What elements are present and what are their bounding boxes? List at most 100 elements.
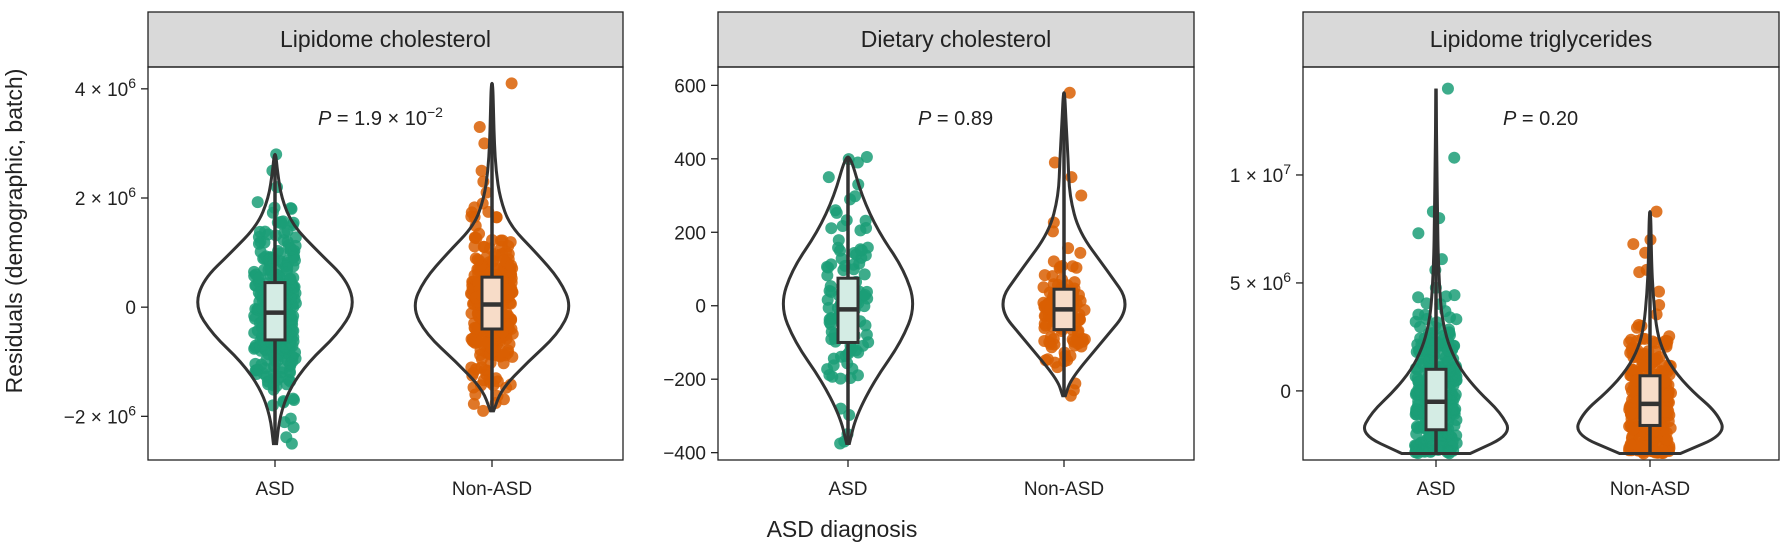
data-point xyxy=(1412,227,1425,240)
data-point xyxy=(1653,299,1666,312)
data-point xyxy=(1648,352,1661,365)
data-point xyxy=(832,241,845,254)
data-point xyxy=(474,344,487,357)
data-point xyxy=(1660,338,1673,351)
y-tick-label: −400 xyxy=(663,444,706,465)
data-point xyxy=(1659,405,1672,418)
data-point xyxy=(473,227,486,240)
data-point xyxy=(253,225,266,238)
p-value-annotation: P = 1.9 × 10−2 xyxy=(318,104,443,130)
data-point xyxy=(860,150,873,163)
data-point xyxy=(1048,356,1061,369)
data-point xyxy=(252,272,265,285)
y-tick-label: −200 xyxy=(663,370,706,391)
data-point xyxy=(505,77,518,90)
data-point xyxy=(287,421,300,434)
data-point xyxy=(1412,291,1425,304)
data-point xyxy=(287,393,300,406)
data-point xyxy=(858,268,871,281)
group-non-asd xyxy=(1001,86,1127,402)
p-value-annotation: P = 0.89 xyxy=(918,108,993,130)
data-point xyxy=(1658,375,1671,388)
y-tick-label: 2 × 106 xyxy=(75,184,136,210)
data-point xyxy=(470,363,483,376)
data-point xyxy=(1650,205,1663,218)
data-point xyxy=(826,370,839,383)
p-value-annotation: P = 0.20 xyxy=(1503,108,1578,130)
data-point xyxy=(1063,86,1076,99)
data-point xyxy=(1661,434,1674,447)
data-point xyxy=(859,319,872,332)
data-point xyxy=(497,348,510,361)
data-point xyxy=(505,259,518,272)
data-point xyxy=(1074,246,1087,259)
data-point xyxy=(1449,403,1462,416)
data-point xyxy=(502,240,515,253)
data-point xyxy=(851,156,864,169)
x-axis-title: ASD diagnosis xyxy=(767,516,918,542)
group-asd xyxy=(196,148,354,450)
data-point xyxy=(1627,238,1640,251)
data-point xyxy=(822,301,835,314)
data-point xyxy=(285,437,298,450)
data-point xyxy=(251,196,264,209)
data-point xyxy=(278,226,291,239)
x-tick-label: Non-ASD xyxy=(452,479,532,500)
panel-strip xyxy=(1302,11,1780,68)
data-point xyxy=(859,289,872,302)
y-axis-title: Residuals (demographic, batch) xyxy=(1,69,27,394)
x-tick-label: Non-ASD xyxy=(1610,479,1690,500)
data-point xyxy=(252,237,265,250)
data-point xyxy=(278,341,291,354)
panel-border xyxy=(717,66,1195,461)
x-tick-label: Non-ASD xyxy=(1024,479,1104,500)
data-point xyxy=(278,416,291,429)
data-point xyxy=(284,350,297,363)
data-point xyxy=(1661,390,1674,403)
data-point xyxy=(1625,407,1638,420)
y-tick-label: 200 xyxy=(674,223,706,244)
data-point xyxy=(1633,441,1646,454)
data-point xyxy=(249,357,262,370)
data-point xyxy=(1449,374,1462,387)
panel-strip xyxy=(147,11,624,68)
box xyxy=(1638,374,1662,427)
panel-strip xyxy=(717,11,1195,68)
data-point xyxy=(825,285,838,298)
data-point xyxy=(281,262,294,275)
data-point xyxy=(469,322,482,335)
data-point xyxy=(854,243,867,256)
data-point xyxy=(860,222,873,235)
data-point xyxy=(277,215,290,228)
data-point xyxy=(1038,269,1051,282)
data-point xyxy=(471,253,484,266)
y-tick-label: 0 xyxy=(125,298,136,319)
panel-border xyxy=(147,66,624,461)
data-point xyxy=(467,397,480,410)
data-point xyxy=(836,220,849,233)
data-point xyxy=(1633,266,1646,279)
x-tick-label: ASD xyxy=(255,479,294,500)
group-non-asd xyxy=(413,77,571,417)
data-point xyxy=(1073,313,1086,326)
data-point xyxy=(477,404,490,417)
data-point xyxy=(849,190,862,203)
data-point xyxy=(1652,285,1665,298)
data-point xyxy=(1412,382,1425,395)
data-point xyxy=(1636,360,1649,373)
data-point xyxy=(260,353,273,366)
y-tick-label: 400 xyxy=(674,150,706,171)
data-point xyxy=(288,254,301,267)
data-point xyxy=(475,164,488,177)
y-tick-label: 1 × 107 xyxy=(1230,161,1291,187)
x-tick-label: ASD xyxy=(1416,479,1455,500)
panel-3: Lipidome triglycerides 0 5 × 106 1 × 107 ASD… xyxy=(1230,11,1780,500)
data-point xyxy=(1070,261,1083,274)
data-point xyxy=(1411,406,1424,419)
data-point xyxy=(287,324,300,337)
violin-outline xyxy=(781,155,915,445)
data-point xyxy=(1048,156,1061,169)
y-tick-label: 0 xyxy=(695,297,706,318)
data-point xyxy=(830,206,843,219)
data-point xyxy=(852,346,865,359)
